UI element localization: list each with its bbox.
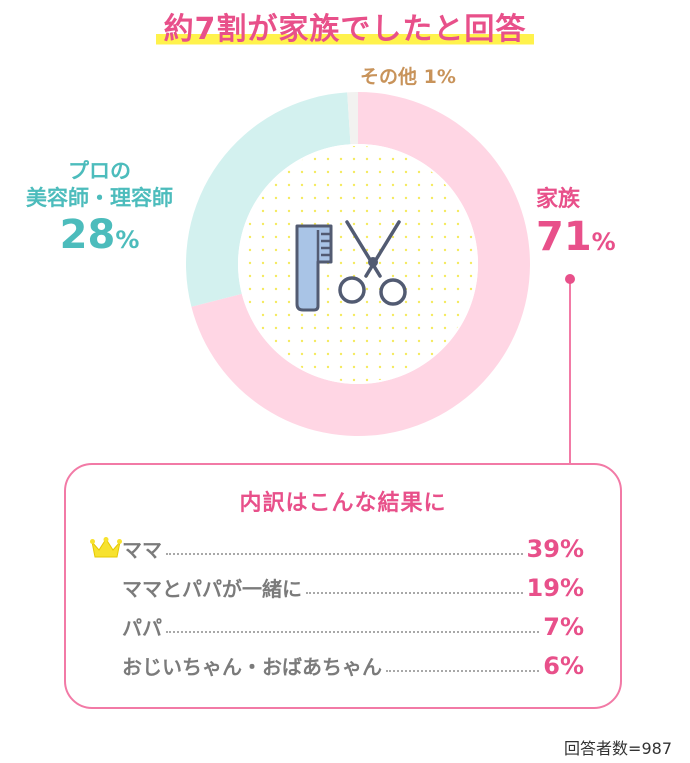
respondent-count: 回答者数=987	[564, 739, 672, 758]
donut-slice-2	[347, 92, 358, 145]
label-family: 家族 71%	[536, 186, 616, 265]
breakdown-row: ママとパパが一緒に 19%	[122, 566, 584, 602]
title-wrap: 約7割が家族でしたと回答	[0, 4, 690, 48]
label-pro: プロの 美容師・理容師 28%	[12, 158, 187, 263]
breakdown-title: 内訳はこんな結果に	[239, 491, 447, 516]
breakdown-box: 内訳はこんな結果に ママ 39% ママとパパが一緒に 19% パパ 7% おじい…	[64, 463, 622, 709]
label-other: その他 1%	[360, 66, 456, 88]
label-pro-line1: プロの	[68, 159, 131, 183]
breakdown-label: パパ	[122, 616, 162, 640]
donut-slice-1	[186, 92, 351, 307]
comb-and-scissors-icon	[295, 220, 407, 312]
leader-dot	[565, 274, 575, 284]
breakdown-value: 19%	[526, 574, 584, 602]
donut-slice-0	[191, 92, 531, 436]
family-number: 71	[536, 214, 592, 260]
pro-number: 28	[59, 212, 116, 258]
dotted-leader	[166, 553, 523, 555]
breakdown-row: ママ 39%	[122, 527, 584, 563]
crown-icon	[90, 537, 122, 558]
chart-title: 約7割が家族でしたと回答	[155, 4, 535, 48]
breakdown-row: おじいちゃん・おばあちゃん 6%	[122, 644, 584, 680]
family-percent-sign: %	[591, 228, 616, 256]
pro-percent-sign: %	[115, 226, 140, 254]
breakdown-value: 7%	[543, 613, 584, 641]
label-family-value: 71%	[536, 214, 616, 265]
breakdown-label: ママとパパが一緒に	[122, 577, 302, 601]
dotted-leader	[306, 592, 523, 594]
dotted-leader	[386, 670, 540, 672]
label-family-name: 家族	[536, 187, 581, 212]
breakdown-label: おじいちゃん・おばあちゃん	[122, 655, 382, 679]
label-pro-value: 28%	[12, 212, 187, 263]
donut-center-dots	[240, 146, 476, 382]
breakdown-value: 39%	[526, 535, 584, 563]
breakdown-row: パパ 7%	[122, 605, 584, 641]
dotted-leader	[166, 631, 540, 633]
label-pro-line2: 美容師・理容師	[26, 186, 173, 210]
breakdown-value: 6%	[543, 652, 584, 680]
breakdown-label: ママ	[122, 538, 162, 562]
